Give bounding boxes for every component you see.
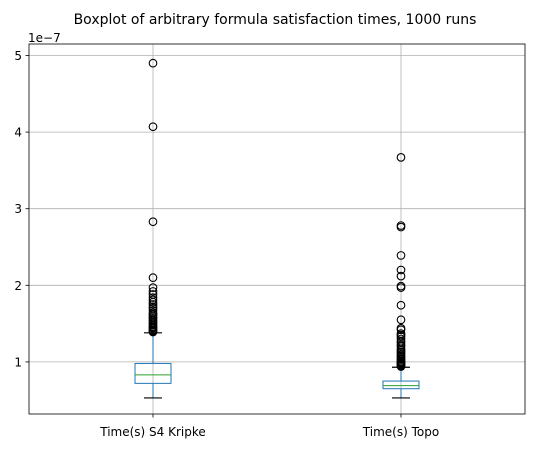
iqr-box [134, 362, 172, 384]
box-group [134, 58, 172, 399]
outlier-point [148, 122, 158, 132]
outlier-point [148, 293, 158, 302]
grid-layer [29, 44, 525, 414]
iqr-box [382, 380, 420, 390]
outlier-point [396, 315, 406, 325]
outlier-point [148, 58, 158, 68]
y-tick-label: 5 [14, 49, 22, 63]
outlier-point [396, 265, 406, 275]
y-tick-label: 4 [14, 126, 22, 140]
chart-title: Boxplot of arbitrary formula satisfactio… [74, 12, 477, 28]
x-tick-label: Time(s) Topo [362, 425, 439, 439]
outlier-point [396, 342, 406, 351]
outlier-point [396, 362, 406, 371]
y-axis-scale-label: 1e−7 [28, 31, 61, 45]
boxes-layer [134, 58, 420, 399]
outlier-point [396, 222, 406, 232]
outlier-point [396, 271, 406, 281]
plot-frame [28, 43, 526, 415]
x-tick-label: Time(s) S4 Kripke [99, 425, 206, 439]
outlier-point [396, 251, 406, 260]
outlier-point [396, 153, 406, 162]
outlier-point [396, 325, 406, 335]
outlier-point [148, 306, 158, 315]
outlier-point [148, 327, 158, 337]
outlier-point [148, 217, 158, 227]
outlier-point [148, 300, 158, 309]
outlier-point [396, 332, 406, 341]
axis-layer: 1 2 3 4 5 Time(s) S4 Kripke Time(s) Topo [14, 49, 439, 439]
outlier-point [148, 297, 158, 307]
outlier-point [148, 295, 158, 305]
outlier-point [148, 273, 158, 282]
outlier-point [396, 283, 406, 292]
outlier-point [148, 283, 158, 292]
y-tick-label: 3 [14, 202, 22, 216]
y-tick-label: 2 [14, 279, 22, 293]
y-tick-label: 1 [14, 355, 22, 369]
outlier-point [396, 300, 406, 310]
outlier-point [148, 287, 158, 296]
box-group [382, 153, 420, 399]
